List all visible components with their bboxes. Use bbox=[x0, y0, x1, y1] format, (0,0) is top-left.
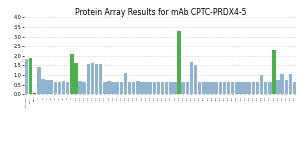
Bar bbox=[206, 82, 210, 94]
Bar bbox=[210, 82, 214, 94]
Bar bbox=[177, 31, 181, 94]
Bar bbox=[54, 82, 57, 94]
Bar bbox=[272, 50, 276, 94]
Bar bbox=[33, 93, 37, 94]
Bar bbox=[140, 82, 144, 94]
Bar bbox=[289, 74, 292, 94]
Bar bbox=[91, 62, 94, 94]
Bar bbox=[235, 82, 238, 94]
Bar bbox=[243, 82, 247, 94]
Bar bbox=[87, 64, 90, 94]
Bar bbox=[124, 73, 127, 94]
Bar bbox=[37, 67, 41, 94]
Bar bbox=[284, 80, 288, 94]
Bar bbox=[161, 82, 164, 94]
Bar bbox=[194, 65, 197, 94]
Bar bbox=[251, 82, 255, 94]
Bar bbox=[248, 82, 251, 94]
Bar bbox=[70, 54, 74, 94]
Bar bbox=[239, 82, 243, 94]
Bar bbox=[111, 82, 115, 94]
Bar bbox=[120, 82, 123, 94]
Bar bbox=[227, 82, 230, 94]
Bar bbox=[182, 82, 185, 94]
Bar bbox=[218, 82, 222, 94]
Bar bbox=[202, 82, 206, 94]
Bar bbox=[169, 82, 172, 94]
Bar bbox=[45, 80, 49, 94]
Bar bbox=[132, 82, 135, 94]
Title: Protein Array Results for mAb CPTC-PRDX4-5: Protein Array Results for mAb CPTC-PRDX4… bbox=[75, 8, 246, 17]
Bar bbox=[136, 81, 140, 94]
Bar bbox=[223, 82, 226, 94]
Bar bbox=[58, 82, 61, 94]
Bar bbox=[186, 82, 189, 94]
Bar bbox=[190, 62, 193, 94]
Bar bbox=[214, 82, 218, 94]
Bar bbox=[50, 80, 53, 94]
Bar bbox=[103, 82, 106, 94]
Bar bbox=[157, 82, 160, 94]
Bar bbox=[148, 82, 152, 94]
Bar bbox=[268, 82, 272, 94]
Bar bbox=[107, 81, 111, 94]
Bar bbox=[82, 82, 86, 94]
Bar bbox=[256, 82, 259, 94]
Bar bbox=[280, 74, 284, 94]
Bar bbox=[173, 82, 177, 94]
Bar bbox=[78, 81, 82, 94]
Bar bbox=[29, 58, 32, 94]
Bar bbox=[62, 81, 65, 94]
Bar bbox=[95, 64, 98, 94]
Bar bbox=[144, 82, 148, 94]
Bar bbox=[66, 82, 70, 94]
Bar bbox=[41, 79, 45, 94]
Bar bbox=[128, 82, 131, 94]
Bar bbox=[99, 64, 103, 94]
Bar bbox=[74, 62, 78, 94]
Bar bbox=[293, 82, 296, 94]
Bar bbox=[153, 82, 156, 94]
Bar bbox=[116, 82, 119, 94]
Bar bbox=[165, 82, 168, 94]
Bar bbox=[25, 59, 28, 94]
Bar bbox=[231, 82, 234, 94]
Bar bbox=[276, 80, 280, 94]
Bar bbox=[260, 75, 263, 94]
Bar bbox=[198, 82, 201, 94]
Bar bbox=[264, 82, 267, 94]
